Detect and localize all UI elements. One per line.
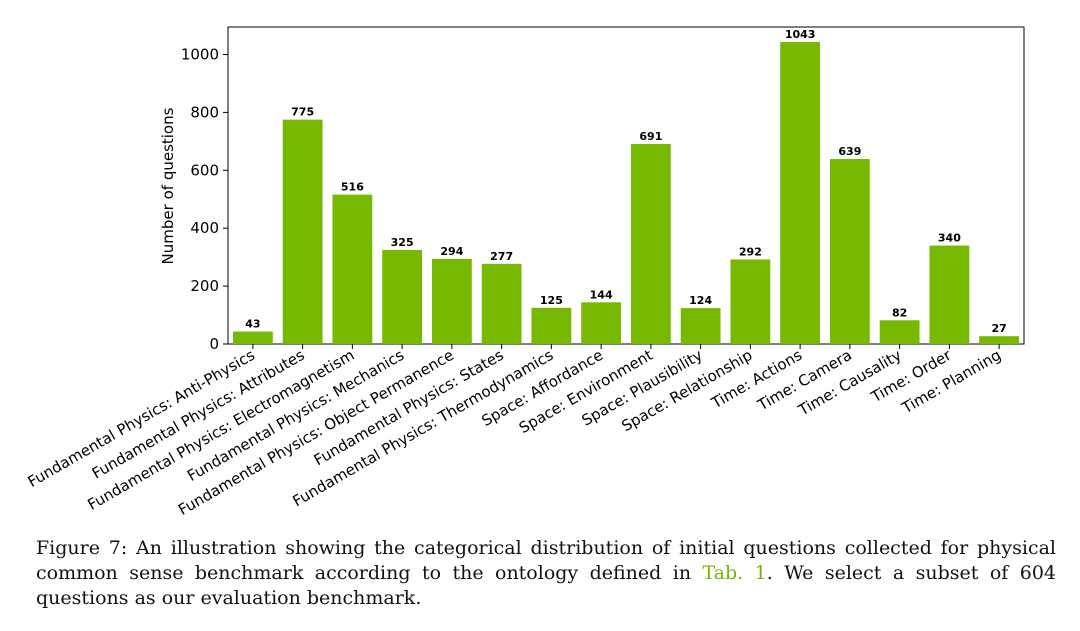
bar-value-label: 639 — [838, 145, 861, 158]
bar — [282, 119, 323, 344]
caption-prefix: Figure 7: An illustration showing the ca… — [36, 537, 1056, 584]
bar-value-label: 125 — [540, 294, 563, 307]
bar — [481, 263, 522, 344]
y-axis-label: Number of questions — [159, 107, 177, 264]
bar-chart: 43 775 516 325 294 277 125 144 691 124 292 1043 639 8… — [25, 26, 1025, 519]
bar — [730, 259, 771, 344]
bar — [630, 143, 671, 344]
bar — [829, 159, 870, 344]
bar — [929, 245, 970, 344]
bar-value-label: 27 — [991, 322, 1006, 335]
y-tick-label: 0 — [209, 335, 219, 353]
caption-suffix: . We select a subset of 604 questions as… — [36, 562, 1056, 609]
bar — [879, 320, 920, 344]
bar — [680, 308, 721, 344]
bar — [431, 258, 472, 344]
y-tick-label: 200 — [190, 277, 219, 295]
bar-value-label: 340 — [938, 232, 961, 245]
y-tick-label: 1000 — [181, 46, 219, 64]
y-tick-label: 600 — [190, 161, 219, 179]
bar-value-label: 277 — [490, 250, 513, 263]
bar-value-label: 294 — [440, 245, 463, 258]
y-axis-ticks: 0 200 400 600 800 1000 — [181, 46, 228, 353]
bar — [382, 249, 423, 344]
bar-value-label: 124 — [689, 294, 712, 307]
y-tick-label: 400 — [190, 219, 219, 237]
plot-area-frame — [227, 26, 1025, 345]
bar-value-label: 144 — [590, 288, 613, 301]
figure-caption: Figure 7: An illustration showing the ca… — [36, 536, 1056, 611]
bar — [332, 194, 373, 344]
bar — [581, 302, 622, 344]
bar-value-label: 1043 — [785, 28, 816, 41]
y-tick-label: 800 — [190, 103, 219, 121]
x-axis-ticks: Fundamental Physics: Anti-PhysicsFundame… — [25, 344, 1004, 519]
bar — [780, 42, 821, 344]
table-reference-link[interactable]: Tab. 1 — [702, 562, 767, 584]
bar-value-label: 775 — [291, 106, 314, 119]
bar-value-label: 691 — [639, 130, 662, 143]
bar — [531, 307, 572, 344]
bar-value-label: 325 — [391, 236, 414, 249]
bar-value-label: 43 — [245, 318, 260, 331]
bar — [232, 331, 273, 344]
bar-value-label: 82 — [892, 306, 907, 319]
bar-value-label: 292 — [739, 245, 762, 258]
value-labels-group: 43 775 516 325 294 277 125 144 691 124 292 1043 639 8… — [245, 28, 1007, 335]
bar-value-label: 516 — [341, 181, 364, 194]
bar — [979, 336, 1020, 344]
bars-group — [232, 42, 1020, 344]
